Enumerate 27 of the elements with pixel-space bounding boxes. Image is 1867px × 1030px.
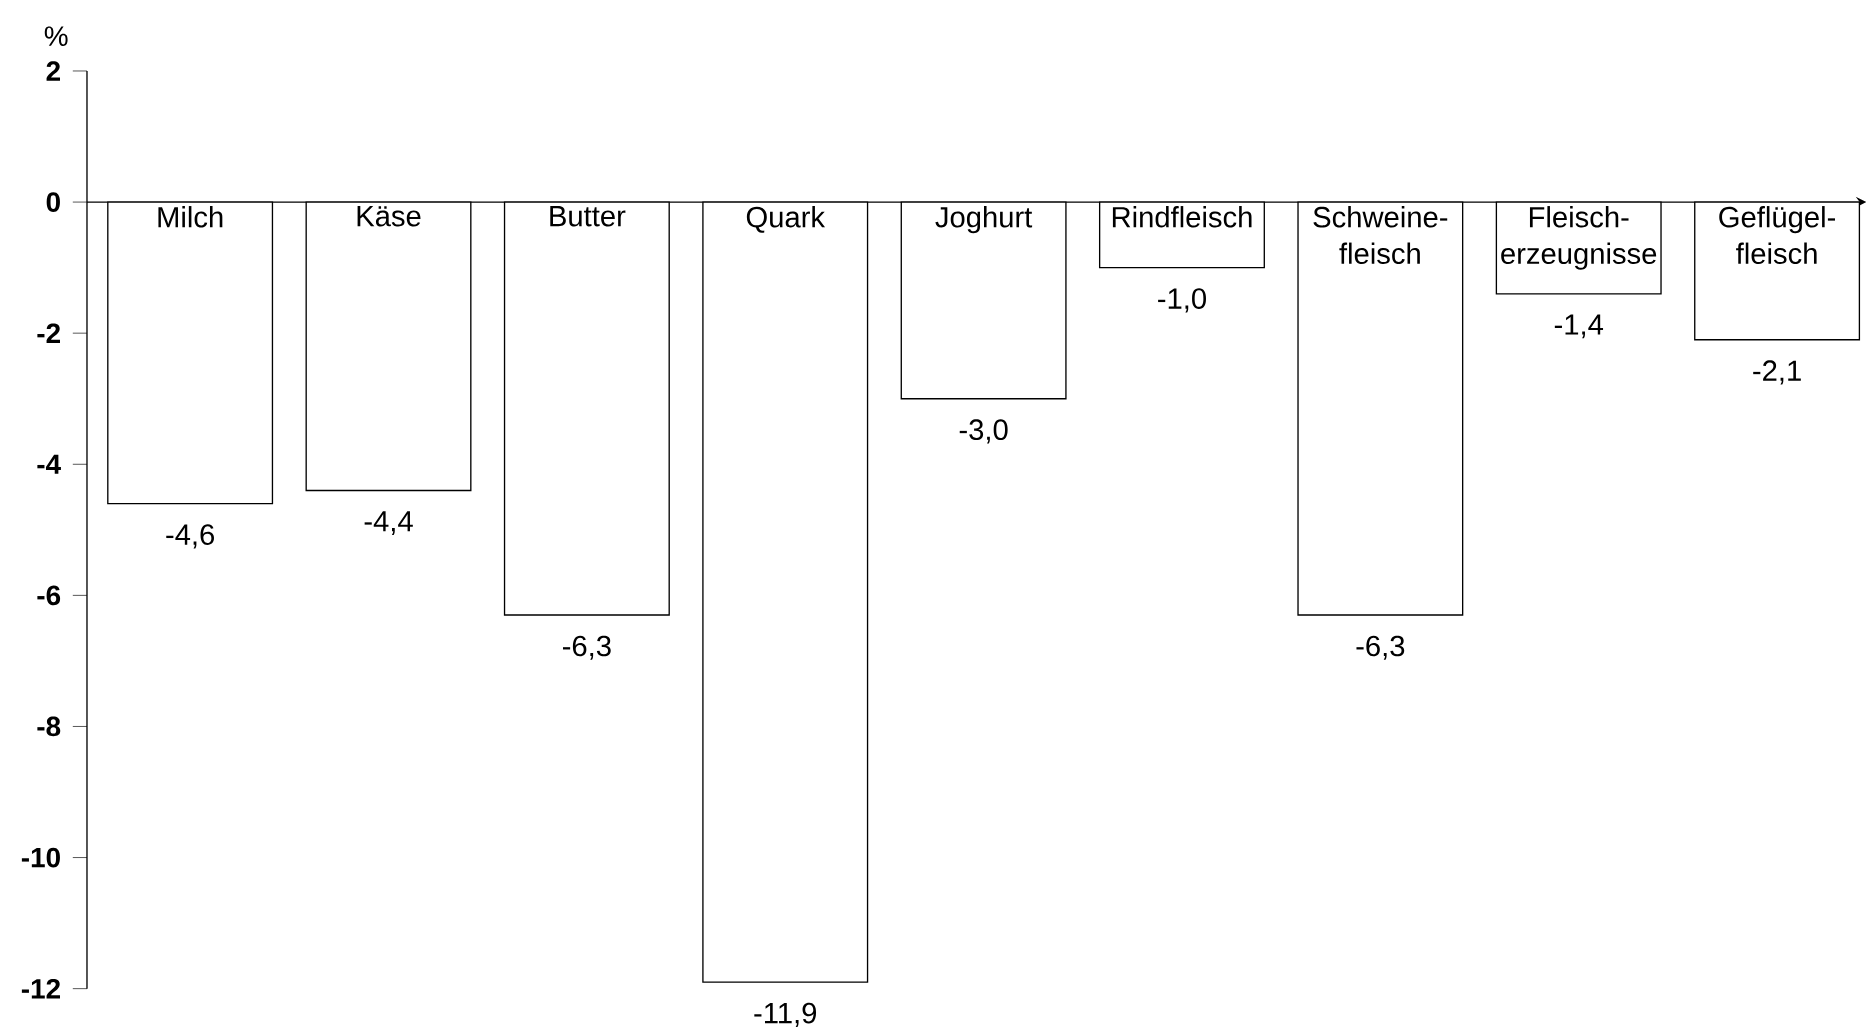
data-label: -11,9: [754, 1002, 817, 1027]
x-tick-label: Fleisch-erzeugnisse: [1501, 205, 1657, 270]
data-label: -2,1: [1753, 360, 1801, 385]
x-tick-label: Butter: [550, 205, 626, 227]
y-tick-label: -2: [37, 323, 60, 343]
x-tick-label: Geflügel-fleisch: [1719, 205, 1836, 264]
data-label: -3,0: [959, 419, 1008, 444]
data-label: -6,3: [563, 635, 611, 660]
data-label: -1,0: [1158, 288, 1206, 313]
data-label: -4,4: [364, 511, 413, 535]
x-tick-label: Milch: [158, 205, 223, 228]
y-tick-label: -10: [21, 847, 60, 868]
y-tick-label: -6: [37, 585, 61, 606]
x-tick-label: Joghurt: [935, 205, 1033, 234]
data-label: -1,4: [1554, 314, 1604, 339]
y-axis-title: %: [44, 26, 68, 46]
y-tick-label: -4: [37, 454, 61, 474]
x-tick-label: Käse: [357, 205, 421, 227]
data-label: -6,3: [1356, 635, 1405, 660]
x-tick-label: Schweine-fleisch: [1313, 205, 1448, 264]
data-label: -4,6: [166, 524, 214, 549]
y-tick-label: -8: [37, 716, 61, 737]
x-tick-label: Rindfleisch: [1112, 205, 1252, 228]
y-tick-label: 0: [46, 192, 60, 212]
y-tick-label: 2: [46, 61, 60, 81]
x-tick-label: Quark: [746, 205, 826, 233]
y-tick-label: -12: [21, 978, 60, 999]
